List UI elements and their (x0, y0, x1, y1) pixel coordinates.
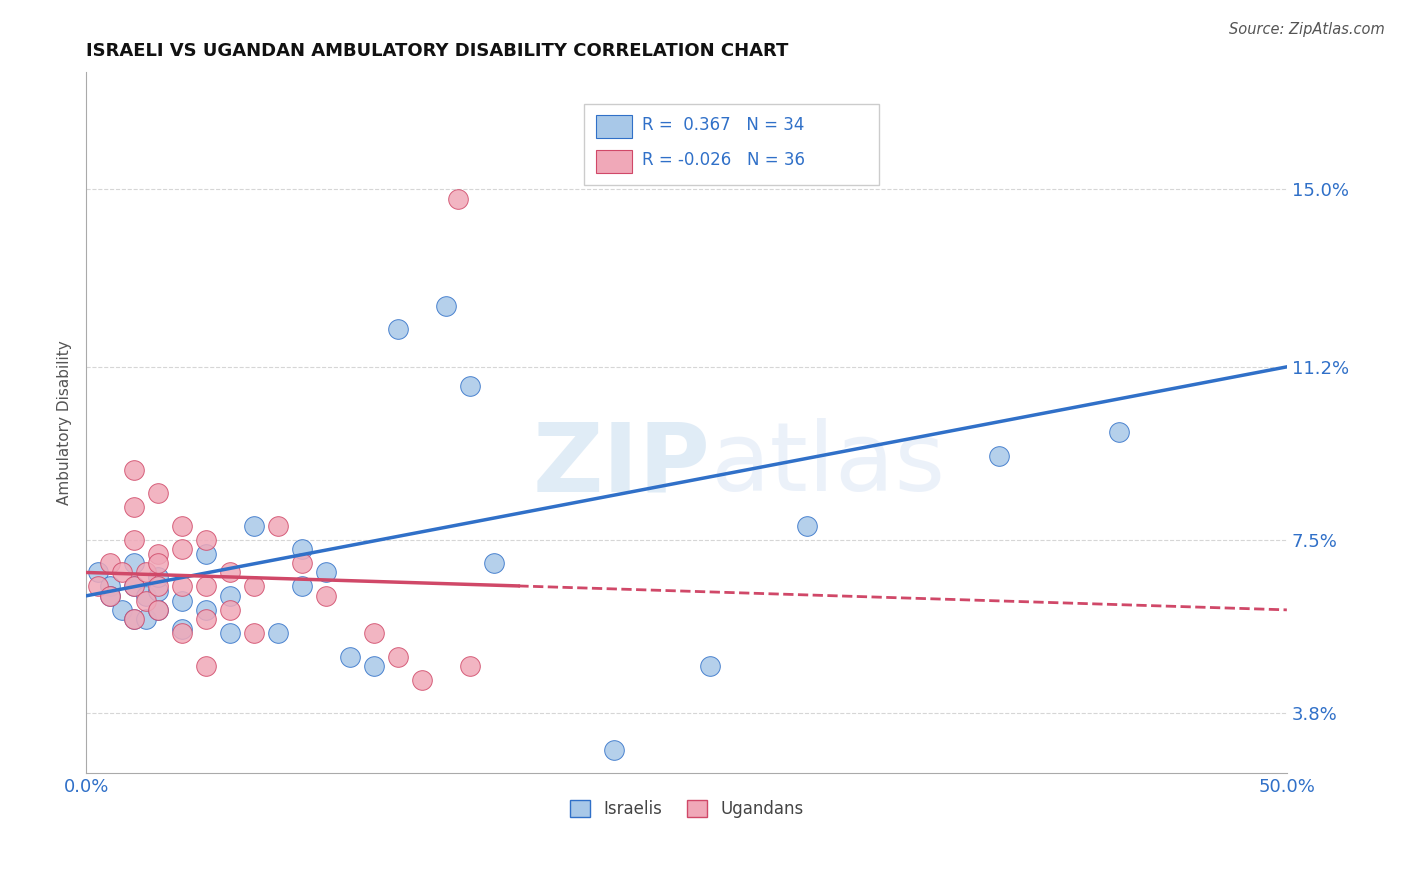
Text: ZIP: ZIP (533, 418, 710, 511)
Point (243, 626, 266, 640)
Point (243, 580, 266, 594)
Point (339, 649, 361, 664)
FancyBboxPatch shape (585, 104, 879, 185)
Point (460, 659, 482, 673)
Point (219, 603, 242, 617)
Point (172, 593, 194, 607)
Point (146, 570, 169, 584)
Point (195, 533, 218, 547)
Point (434, 299, 457, 313)
Point (146, 580, 169, 594)
Point (135, 612, 157, 626)
Point (387, 322, 409, 336)
Point (363, 626, 385, 640)
Point (172, 542, 194, 557)
Point (135, 593, 157, 607)
Point (122, 580, 145, 594)
Point (146, 547, 169, 561)
Point (172, 626, 194, 640)
Point (195, 659, 218, 673)
Text: R = -0.026   N = 36: R = -0.026 N = 36 (643, 151, 806, 169)
Point (146, 603, 169, 617)
Point (172, 580, 194, 594)
Point (135, 566, 157, 580)
Legend: Israelis, Ugandans: Israelis, Ugandans (562, 793, 810, 825)
Point (1108, 425, 1130, 440)
Point (219, 589, 242, 603)
Point (146, 584, 169, 599)
Point (243, 518, 266, 533)
Text: atlas: atlas (710, 418, 946, 511)
Point (111, 603, 134, 617)
Point (387, 649, 409, 664)
Point (363, 659, 385, 673)
Text: R =  0.367   N = 34: R = 0.367 N = 34 (643, 116, 804, 134)
Point (411, 673, 433, 687)
Point (219, 566, 242, 580)
Point (87, 566, 110, 580)
Point (315, 589, 337, 603)
Point (484, 556, 506, 570)
Point (796, 518, 818, 533)
Point (122, 612, 145, 626)
Point (98, 589, 121, 603)
FancyBboxPatch shape (596, 150, 633, 173)
Point (87, 580, 110, 594)
Point (122, 580, 145, 594)
Point (699, 659, 721, 673)
FancyBboxPatch shape (596, 115, 633, 137)
Point (98, 580, 121, 594)
Point (195, 612, 218, 626)
Point (172, 518, 194, 533)
Point (195, 580, 218, 594)
Point (291, 580, 314, 594)
Point (122, 500, 145, 514)
Point (195, 603, 218, 617)
Point (122, 612, 145, 626)
Point (195, 547, 218, 561)
Point (122, 533, 145, 547)
Point (460, 378, 482, 392)
Point (267, 518, 290, 533)
Y-axis label: Ambulatory Disability: Ambulatory Disability (58, 341, 72, 505)
Text: ISRAELI VS UGANDAN AMBULATORY DISABILITY CORRELATION CHART: ISRAELI VS UGANDAN AMBULATORY DISABILITY… (86, 42, 789, 60)
Point (98, 556, 121, 570)
Point (987, 449, 1010, 463)
Point (122, 556, 145, 570)
Point (219, 626, 242, 640)
Point (172, 622, 194, 636)
Point (122, 463, 145, 477)
Point (146, 556, 169, 570)
Point (98, 589, 121, 603)
Point (603, 743, 626, 757)
Point (135, 589, 157, 603)
Point (267, 626, 290, 640)
Text: Source: ZipAtlas.com: Source: ZipAtlas.com (1229, 22, 1385, 37)
Point (146, 603, 169, 617)
Point (291, 542, 314, 557)
Point (315, 566, 337, 580)
Point (111, 566, 134, 580)
Point (291, 556, 314, 570)
Point (447, 192, 470, 206)
Point (146, 486, 169, 500)
